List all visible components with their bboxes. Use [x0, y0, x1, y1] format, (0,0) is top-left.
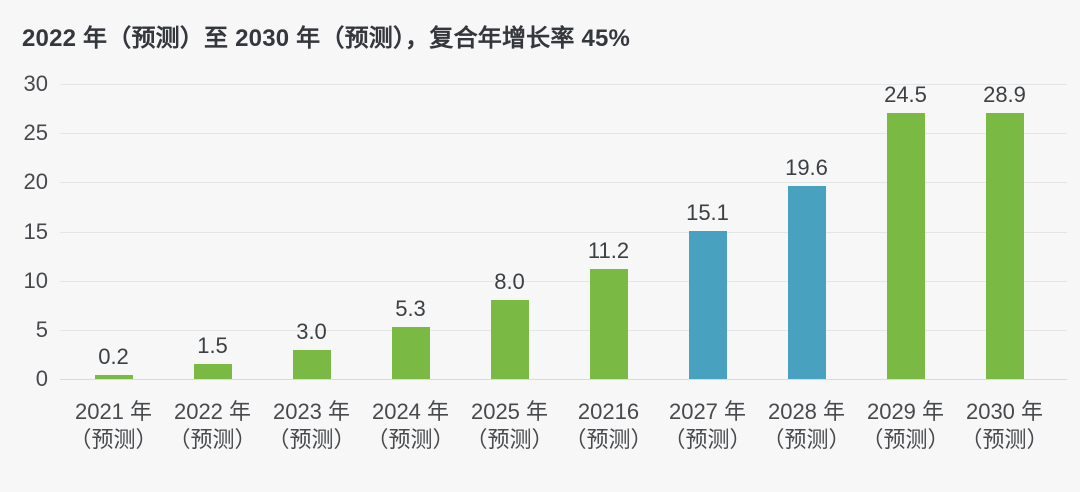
- y-tick-label: 30: [23, 71, 48, 96]
- x-tick-forecast: （预测）: [663, 427, 752, 452]
- x-tick-year: 2023 年: [272, 399, 351, 424]
- bar-value-label: 5.3: [395, 295, 426, 321]
- bar: [391, 326, 430, 379]
- x-tick-label: 2023 年 （预测）: [262, 398, 361, 454]
- x-tick-label: 2029 年 （预测）: [856, 398, 955, 454]
- bar-value-label: 15.1: [686, 199, 729, 225]
- gridline: [60, 280, 1067, 282]
- bar-slot: 19.6: [757, 84, 856, 379]
- bar-slot: 15.1: [658, 84, 757, 379]
- x-tick-year: 2021 年: [74, 399, 153, 424]
- bar: [985, 113, 1024, 379]
- y-tick-label: 20: [23, 169, 48, 195]
- x-tick-year: 2027 年: [668, 399, 747, 424]
- gridline: [60, 329, 1067, 331]
- x-tick-year: 2025 年: [470, 399, 549, 424]
- bar-slot: 24.5: [856, 84, 955, 379]
- x-tick-label: 2027 年 （预测）: [658, 398, 757, 454]
- bar-value-label: 28.9: [983, 82, 1026, 107]
- y-tick-label: 25: [23, 120, 48, 146]
- bar: [292, 349, 331, 379]
- bar: [193, 364, 232, 379]
- x-tick-label: 2028 年 （预测）: [757, 398, 856, 454]
- y-axis: 0 5 10 15 20 25 30: [0, 73, 48, 390]
- bar-slot: 28.9: [955, 84, 1054, 379]
- bar-value-label: 8.0: [494, 269, 525, 295]
- x-tick-forecast: （预测）: [267, 427, 356, 452]
- y-tick-label: 0: [35, 366, 48, 391]
- x-tick-forecast: （预测）: [69, 427, 158, 452]
- bar-slot: 5.3: [361, 84, 460, 379]
- x-tick-year: 2028 年: [767, 399, 846, 424]
- bar: [886, 113, 925, 379]
- gridline: [60, 182, 1067, 184]
- bar: [688, 230, 727, 379]
- bar: [94, 375, 133, 379]
- bar-slot: 0.2: [64, 84, 163, 379]
- x-tick-year: 2024 年: [371, 399, 450, 424]
- y-tick-label: 10: [23, 267, 48, 293]
- bars-row: 0.2 1.5 3.0 5.3 8.0 11.2 15.1 19.6 24.5 28.9: [64, 84, 1054, 379]
- chart-title: 2022 年（预测）至 2030 年（预测），复合年增长率 45%: [22, 25, 631, 52]
- x-tick-forecast: （预测）: [465, 427, 554, 452]
- x-tick-forecast: （预测）: [861, 427, 950, 452]
- bar: [490, 300, 529, 379]
- plot-area: [60, 84, 1067, 380]
- x-axis: 2021 年 （预测） 2022 年 （预测） 2023 年 （预测） 2024 年 （预测）…: [64, 398, 1054, 454]
- x-tick-year: 2022 年: [173, 399, 252, 424]
- x-tick-year: 2029 年: [866, 399, 945, 424]
- x-tick-forecast: （预测）: [366, 427, 455, 452]
- bar-slot: 3.0: [262, 84, 361, 379]
- x-tick-label: 2025 年 （预测）: [460, 398, 559, 454]
- gridline: [60, 84, 1067, 85]
- y-tick-label: 15: [23, 218, 48, 244]
- x-tick-label: 2024 年 （预测）: [361, 398, 460, 454]
- x-tick-label: 20216 （预测）: [559, 398, 658, 454]
- x-tick-year: 2030 年: [965, 399, 1044, 424]
- gridline: [60, 231, 1067, 233]
- bar: [589, 268, 628, 379]
- x-tick-year: 20216: [577, 399, 640, 424]
- x-tick-label: 2022 年 （预测）: [163, 398, 262, 454]
- x-tick-forecast: （预测）: [762, 427, 851, 452]
- bar: [787, 186, 826, 379]
- bar-slot: 8.0: [460, 84, 559, 379]
- bar-value-label: 11.2: [587, 237, 630, 263]
- bar-value-label: 1.5: [197, 333, 228, 359]
- x-tick-forecast: （预测）: [960, 427, 1049, 452]
- x-tick-label: 2030 年 （预测）: [955, 398, 1054, 454]
- x-tick-forecast: （预测）: [168, 427, 257, 452]
- bar-slot: 1.5: [163, 84, 262, 379]
- bar-slot: 11.2: [559, 84, 658, 379]
- x-tick-forecast: （预测）: [564, 427, 653, 452]
- bar-value-label: 0.2: [98, 344, 129, 369]
- bar-value-label: 19.6: [785, 155, 828, 181]
- y-tick-label: 5: [35, 316, 48, 342]
- gridline: [60, 133, 1067, 135]
- bar-value-label: 24.5: [884, 82, 927, 107]
- bar-value-label: 3.0: [296, 318, 327, 344]
- x-axis-baseline: [60, 379, 1067, 380]
- x-tick-label: 2021 年 （预测）: [64, 398, 163, 454]
